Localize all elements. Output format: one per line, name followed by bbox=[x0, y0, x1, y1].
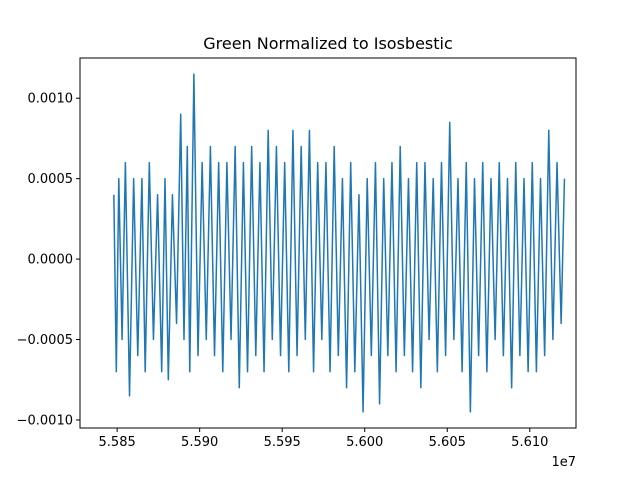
x-tick-label: 5.605 bbox=[429, 435, 466, 450]
plot-lines bbox=[113, 73, 566, 413]
x-tick-label: 5.585 bbox=[99, 435, 136, 450]
x-axis-offset-label: 1e7 bbox=[551, 455, 576, 470]
y-tick-label: −0.0010 bbox=[17, 413, 73, 428]
axes: 5.585 5.590 5.595 5.600 5.605 5.610 −0.0010 −0.… bbox=[17, 57, 577, 450]
y-tick-label: 0.0005 bbox=[28, 172, 74, 187]
axes-frame bbox=[79, 57, 577, 429]
series-line-1 bbox=[113, 73, 566, 413]
y-tick-label: 0.0010 bbox=[28, 92, 74, 107]
x-tick-label: 5.600 bbox=[346, 435, 383, 450]
chart-title: Green Normalized to Isosbestic bbox=[203, 34, 453, 53]
y-tick-label: 0.0000 bbox=[28, 253, 74, 268]
x-tick-label: 5.590 bbox=[181, 435, 218, 450]
x-tick-label: 5.610 bbox=[511, 435, 548, 450]
y-tick-label: −0.0005 bbox=[17, 333, 73, 348]
x-tick-label: 5.595 bbox=[264, 435, 301, 450]
